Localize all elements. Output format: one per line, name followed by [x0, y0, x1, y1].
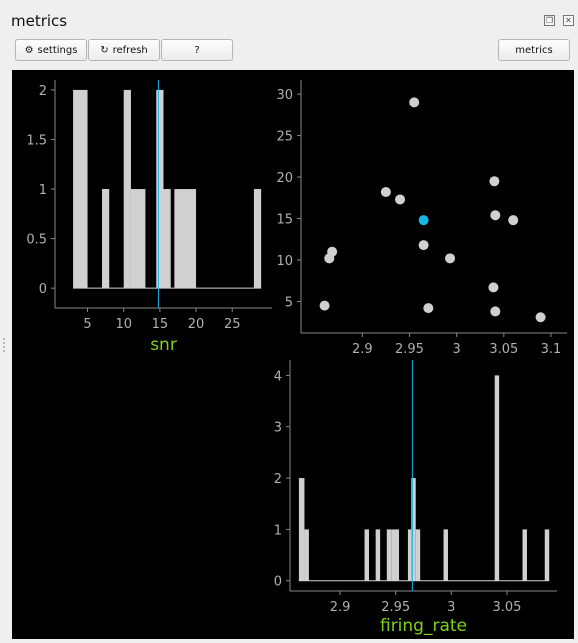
- histogram-bar: [411, 478, 416, 581]
- metrics-button-label: metrics: [515, 44, 553, 56]
- histogram-bar: [298, 478, 305, 581]
- toolbar: ⚙ settings ↻ refresh ? metrics: [0, 36, 578, 66]
- scatter-point: [380, 186, 391, 197]
- window-title: metrics: [11, 12, 68, 30]
- y-tick-label: 2: [274, 472, 282, 487]
- splitter-handle[interactable]: [3, 338, 7, 352]
- x-tick-label: 3: [452, 342, 460, 357]
- scatter-point: [535, 312, 546, 323]
- help-button[interactable]: ?: [161, 39, 233, 61]
- y-tick-label: 20: [276, 171, 293, 186]
- x-tick-label: 5: [83, 317, 91, 332]
- x-tick-label: 2.95: [395, 342, 424, 357]
- histogram-bar: [544, 529, 550, 581]
- settings-button[interactable]: ⚙ settings: [15, 39, 87, 61]
- y-tick-label: 2: [39, 84, 47, 99]
- histogram-bar: [522, 529, 527, 581]
- histogram-bar: [386, 529, 392, 581]
- y-tick-label: 5: [285, 295, 293, 310]
- x-tick-label: 3: [447, 600, 455, 615]
- scatter-point: [409, 97, 420, 108]
- x-tick-label: 2.95: [381, 600, 410, 615]
- scatter-point: [488, 282, 499, 293]
- histogram-bar: [174, 189, 197, 289]
- histogram-bar: [102, 189, 110, 289]
- y-tick-label: 0.5: [26, 233, 47, 248]
- metrics-button[interactable]: metrics: [498, 39, 570, 61]
- histogram-bar: [494, 375, 500, 581]
- x-axis-label: firing_rate: [380, 616, 467, 636]
- histogram-bar: [364, 529, 369, 581]
- scatter-point: [319, 300, 330, 311]
- y-tick-label: 0: [274, 575, 282, 590]
- y-tick-label: 25: [276, 130, 293, 145]
- scatter-point: [489, 176, 500, 187]
- x-tick-label: 2.9: [330, 600, 351, 615]
- refresh-button[interactable]: ↻ refresh: [88, 39, 160, 61]
- x-tick-label: 15: [152, 317, 169, 332]
- x-tick-label: 3.05: [492, 600, 521, 615]
- y-tick-label: 10: [276, 254, 293, 269]
- scatter-point-highlighted: [418, 215, 429, 226]
- refresh-button-label: refresh: [112, 44, 148, 56]
- y-tick-label: 15: [276, 213, 293, 228]
- y-tick-label: 1: [274, 523, 282, 538]
- restore-icon[interactable]: ❐: [544, 15, 555, 26]
- histogram-bar: [253, 189, 262, 289]
- y-tick-label: 3: [274, 421, 282, 436]
- scatter-point: [423, 303, 434, 314]
- settings-button-label: settings: [37, 44, 78, 56]
- scatter-point: [418, 240, 429, 251]
- histogram-bar: [415, 529, 421, 581]
- scatter-point: [490, 306, 501, 317]
- histogram-bar: [163, 189, 171, 289]
- y-tick-label: 1: [39, 183, 47, 198]
- histogram-bar: [123, 89, 131, 289]
- x-tick-label: 20: [188, 317, 205, 332]
- title-bar: metrics ❐ ✕: [0, 0, 578, 36]
- scatter-point: [490, 210, 501, 221]
- histogram-bar: [407, 529, 412, 581]
- histogram-bar: [156, 89, 164, 289]
- plot-2: 5 10 15 20 25 30 2.9 2.95 3 3.05 3.1: [276, 80, 567, 357]
- plot-3: 0 1 2 3 4 2.9 2.95 3 3.05 firing_rate: [274, 360, 557, 636]
- x-tick-label: 25: [224, 317, 241, 332]
- x-tick-label: 2.9: [352, 342, 373, 357]
- x-axis-label: snr: [150, 335, 177, 355]
- histogram-bar: [375, 529, 381, 581]
- y-tick-label: 1.5: [26, 133, 47, 148]
- histogram-bar: [391, 529, 400, 581]
- help-button-label: ?: [194, 44, 200, 56]
- scatter-point: [508, 215, 519, 226]
- close-icon[interactable]: ✕: [563, 15, 574, 26]
- scatter-point: [395, 194, 406, 205]
- x-tick-label: 3.1: [541, 342, 562, 357]
- histogram-bar: [130, 189, 146, 289]
- x-tick-label: 10: [115, 317, 132, 332]
- scatter-point: [445, 253, 456, 264]
- histogram-bar: [304, 529, 309, 581]
- y-tick-label: 4: [274, 369, 282, 384]
- x-tick-label: 3.05: [489, 342, 518, 357]
- y-tick-label: 30: [276, 88, 293, 103]
- y-tick-label: 0: [39, 282, 47, 297]
- refresh-icon: ↻: [100, 44, 109, 56]
- scatter-point: [327, 246, 338, 257]
- gear-icon: ⚙: [24, 44, 34, 56]
- histogram-bar: [443, 529, 448, 581]
- plot-area: 0 0.5 1 1.5 2 5 10 15 20 25 snr 5 10 15 20 25 30 2.9 2.95 3…: [12, 70, 574, 639]
- histogram-bar: [73, 89, 88, 289]
